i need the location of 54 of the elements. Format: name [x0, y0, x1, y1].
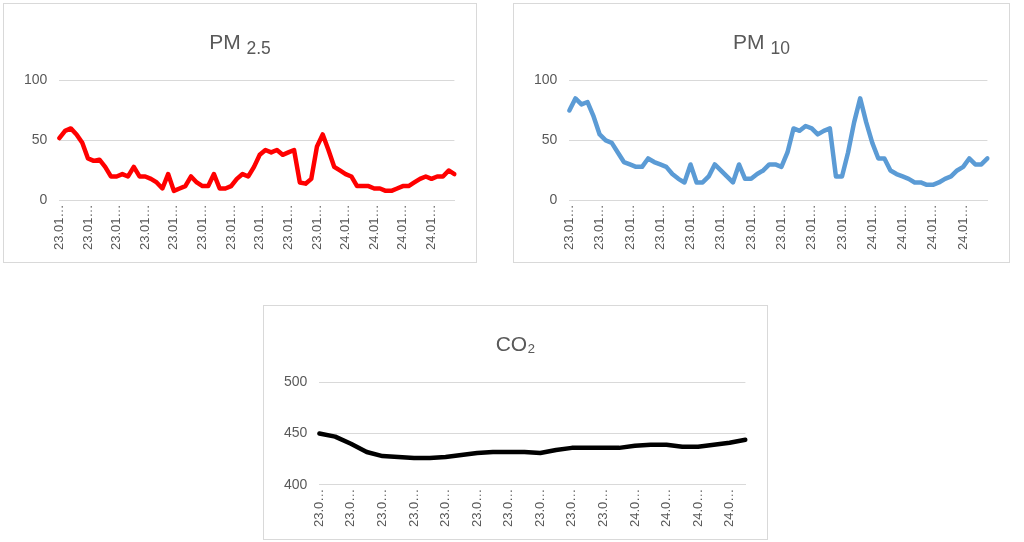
x-tick-label: 23.0…	[374, 488, 390, 528]
x-tick-label: 23.01…	[560, 204, 576, 251]
y-tick-label: 0	[549, 191, 558, 208]
x-tick-label: 23.0…	[468, 488, 484, 528]
y-tick-label: 50	[541, 131, 558, 148]
y-tick-label: 100	[534, 71, 558, 88]
x-tick-label: 23.01…	[772, 204, 788, 251]
y-tick-label: 500	[284, 373, 308, 390]
y-tick-label: 100	[24, 71, 48, 88]
x-tick-label: 23.01…	[591, 204, 607, 251]
y-tick-label: 400	[284, 475, 308, 492]
x-tick-label: 24.0…	[721, 488, 737, 528]
y-tick-label: 450	[284, 424, 308, 441]
x-tick-label: 23.01…	[194, 204, 210, 251]
x-tick-label: 24.0…	[658, 488, 674, 528]
x-tick-label: 23.0…	[563, 488, 579, 528]
x-tick-label: 23.01…	[165, 204, 181, 251]
x-tick-label: 23.0…	[310, 488, 326, 528]
x-tick-label: 23.01…	[108, 204, 124, 251]
x-tick-label: 24.0…	[689, 488, 705, 528]
x-tick-label: 24.01…	[924, 204, 940, 251]
x-tick-label: 23.01…	[833, 204, 849, 251]
x-tick-label: 23.01…	[308, 204, 324, 251]
x-tick-label: 23.0…	[405, 488, 421, 528]
x-tick-label: 23.01…	[651, 204, 667, 251]
x-tick-label: 24.01…	[365, 204, 381, 251]
x-tick-label: 23.01…	[621, 204, 637, 251]
x-tick-label: 23.01…	[682, 204, 698, 251]
x-tick-label: 23.01…	[222, 204, 238, 251]
x-tick-label: 24.01…	[954, 204, 970, 251]
chart-title: CO₂	[494, 332, 537, 357]
chart-title: PM $_{10}$	[732, 30, 791, 60]
x-tick-label: 24.01…	[894, 204, 910, 251]
x-tick-label: 23.01…	[79, 204, 95, 251]
x-tick-label: 24.01…	[423, 204, 439, 251]
x-tick-label: 23.01…	[50, 204, 66, 251]
x-tick-label: 24.01…	[337, 204, 353, 251]
x-tick-label: 23.0…	[342, 488, 358, 528]
x-tick-label: 23.01…	[136, 204, 152, 251]
x-tick-label: 23.0…	[531, 488, 547, 528]
y-tick-label: 0	[39, 191, 48, 208]
x-tick-label: 24.01…	[863, 204, 879, 251]
x-tick-label: 23.01…	[742, 204, 758, 251]
x-tick-label: 24.0…	[626, 488, 642, 528]
x-tick-label: 23.01…	[251, 204, 267, 251]
y-tick-label: 50	[31, 131, 48, 148]
x-tick-label: 23.01…	[803, 204, 819, 251]
x-tick-label: 24.01…	[394, 204, 410, 251]
x-tick-label: 23.01…	[279, 204, 295, 251]
x-tick-label: 23.0…	[500, 488, 516, 528]
x-tick-label: 23.01…	[712, 204, 728, 251]
x-tick-label: 23.0…	[594, 488, 610, 528]
chart-title: PM $_{2.5}$	[208, 30, 272, 60]
x-tick-label: 23.0…	[437, 488, 453, 528]
